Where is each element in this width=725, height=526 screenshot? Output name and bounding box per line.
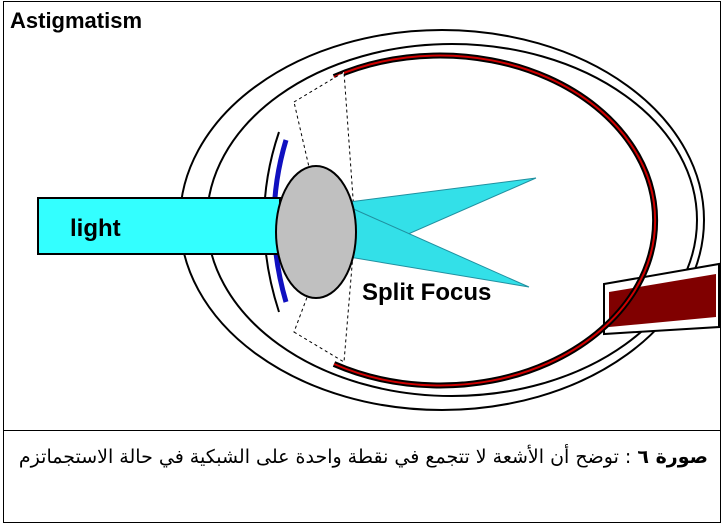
caption-text: : توضح أن الأشعة لا تتجمع في نقطة واحدة … — [19, 446, 631, 468]
page: Astigmatism light Split Focus صورة ٦ : ت… — [0, 0, 725, 526]
lens — [276, 166, 356, 298]
caption-figure: صورة ٦ — [637, 446, 708, 468]
eye-diagram: Astigmatism light Split Focus — [4, 2, 720, 429]
title: Astigmatism — [10, 8, 142, 33]
caption: صورة ٦ : توضح أن الأشعة لا تتجمع في نقطة… — [4, 430, 720, 522]
focus-label: Split Focus — [362, 279, 491, 306]
figure-frame: Astigmatism light Split Focus صورة ٦ : ت… — [3, 1, 721, 523]
light-label: light — [70, 215, 121, 242]
